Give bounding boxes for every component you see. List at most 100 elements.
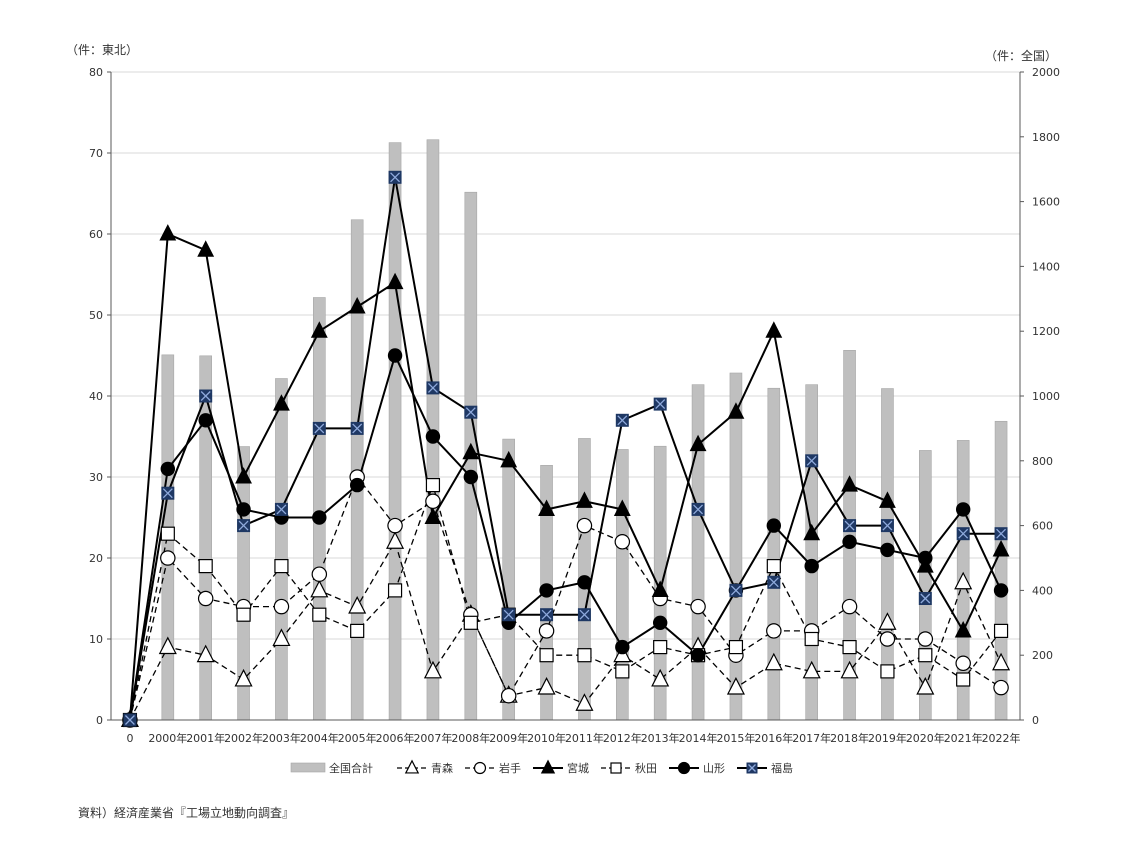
left-tick-label: 50	[89, 309, 103, 322]
point-福島-2007年	[426, 381, 440, 395]
right-tick-label: 1400	[1032, 260, 1060, 273]
point-宮城-2007年	[424, 507, 442, 525]
point-山形-2022年	[993, 583, 1009, 598]
point-山形-2016年	[766, 518, 782, 533]
point-宮城-2008年	[462, 442, 480, 460]
point-宮城-2001年	[197, 240, 215, 257]
point-岩手-2020年	[917, 631, 934, 647]
point-山形-2019年	[880, 542, 895, 558]
marker-cross	[768, 577, 779, 588]
legend-label: 秋田	[635, 761, 657, 775]
legend-swatch-marker	[540, 759, 556, 774]
bar-2003年	[275, 378, 288, 721]
point-宮城-2010年	[538, 499, 555, 516]
x-tick-label: 2014年	[679, 731, 718, 745]
marker-cross	[882, 520, 893, 531]
marker-cross	[996, 528, 1007, 539]
point-山形-2002年	[236, 502, 251, 517]
point-秋田-2010年	[539, 648, 554, 663]
point-秋田-2017年	[804, 631, 819, 647]
left-tick-label: 30	[89, 471, 103, 484]
x-tick-labels: 0 2000年2001年2002年2003年2004年2005年2006年2007…	[126, 731, 1020, 745]
left-tick-label: 80	[89, 66, 103, 79]
right-tick-label: 200	[1032, 649, 1053, 662]
point-青森-2005年	[348, 595, 367, 614]
point-岩手-2009年	[500, 687, 517, 704]
point-岩手-2019年	[879, 631, 896, 647]
x-tick-label: 2017年	[792, 731, 831, 745]
marker-cross	[503, 609, 514, 620]
point-青森-2016年	[764, 652, 783, 671]
marker-cross	[314, 423, 325, 434]
x-tick-label: 2021年	[944, 731, 983, 745]
point-秋田-2003年	[274, 558, 289, 574]
legend-swatch-marker	[677, 761, 691, 775]
point-秋田-2021年	[956, 672, 971, 687]
point-青森-2002年	[234, 668, 253, 687]
point-福島-2022年	[994, 527, 1008, 541]
point-宮城-2016年	[765, 321, 783, 338]
point-福島-2019年	[880, 519, 894, 533]
legend-swatch-marker	[473, 761, 487, 775]
point-山形-2021年	[955, 502, 971, 517]
right-axis-unit: （件：全国）	[985, 48, 1057, 63]
point-秋田-2002年	[236, 607, 251, 622]
point-青森-2022年	[992, 652, 1011, 671]
marker-cross	[693, 504, 704, 515]
x-tick-label: 2004年	[300, 731, 339, 745]
point-福島-2002年	[237, 519, 251, 533]
legend-label: 福島	[771, 761, 793, 775]
marker-cross	[390, 172, 401, 183]
point-青森-2007年	[423, 660, 442, 679]
x-tick-label: 2006年	[376, 731, 415, 745]
x-tick-label: 2013年	[641, 731, 680, 745]
bar-2004年	[313, 297, 326, 721]
bar-2012年	[616, 449, 629, 721]
point-岩手-2011年	[576, 517, 593, 534]
x-tick-label: 2001年	[186, 731, 225, 745]
point-岩手-2021年	[955, 655, 971, 672]
right-tick-label: 1200	[1032, 325, 1060, 338]
left-tick-label: 70	[89, 147, 103, 160]
marker-cross	[655, 399, 666, 410]
source-note: 資料）経済産業省『工場立地動向調査』	[78, 806, 295, 820]
point-山形-2006年	[387, 348, 403, 363]
left-tick-label: 10	[89, 633, 103, 646]
point-山形-2008年	[463, 469, 479, 485]
marker-cross	[162, 488, 173, 499]
marker-cross	[617, 415, 628, 426]
point-秋田-2001年	[198, 558, 213, 574]
point-宮城-2014年	[689, 434, 707, 452]
x-tick-label: 2020年	[906, 731, 945, 745]
marker-cross	[844, 520, 855, 531]
point-宮城-2011年	[576, 491, 593, 508]
marker-cross	[276, 504, 287, 515]
point-福島-2012年	[615, 413, 629, 427]
x-tick-label: 2011年	[565, 731, 604, 745]
point-青森-2003年	[272, 628, 291, 647]
right-tick-label: 400	[1032, 584, 1053, 597]
point-福島-2015年	[729, 583, 743, 597]
marker-cross	[920, 593, 931, 604]
point-宮城-2019年	[879, 491, 896, 508]
point-福島-2011年	[577, 608, 591, 622]
legend-swatch-marker	[610, 762, 622, 774]
right-tick-labels: 0 200 400 600 800 1000 1200 1400 1600 1800 2000	[1032, 66, 1060, 727]
point-秋田-2005年	[350, 623, 365, 639]
point-岩手-2016年	[766, 623, 782, 639]
x-tick-label: 2005年	[338, 731, 377, 745]
point-青森-2004年	[310, 579, 329, 598]
point-秋田-2013年	[653, 639, 668, 655]
point-福島-2000年	[161, 486, 175, 500]
point-青森-2017年	[802, 660, 821, 679]
point-宮城-2012年	[613, 499, 631, 516]
point-福島-2001年	[199, 389, 213, 403]
point-秋田-2015年	[728, 639, 744, 655]
legend-swatch-marker	[404, 759, 420, 774]
point-山形-2020年	[918, 550, 933, 566]
point-秋田-2022年	[993, 623, 1009, 639]
x-tick-label: 2007年	[413, 731, 452, 745]
series-line-秋田	[129, 482, 1002, 721]
x-tick-label: 2018年	[830, 731, 869, 745]
point-福島-2003年	[274, 502, 288, 516]
